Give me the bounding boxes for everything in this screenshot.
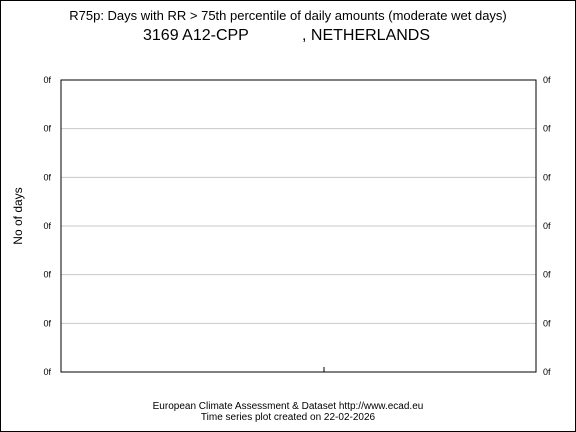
y-tick-label-right: 0f [543,270,551,280]
y-tick-label-right: 0f [543,172,551,182]
chart-title: R75p: Days with RR > 75th percentile of … [69,8,507,23]
y-tick-label-right: 0f [543,75,551,85]
y-tick-label-right: 0f [543,318,551,328]
y-tick-label-left: 0f [43,270,51,280]
footer-date: Time series plot created on 22-02-2026 [200,412,376,423]
y-tick-label-left: 0f [43,124,51,134]
footer-credit: European Climate Assessment & Dataset ht… [152,401,424,412]
y-tick-label-left: 0f [43,75,51,85]
y-tick-label-right: 0f [543,221,551,231]
country-label: , NETHERLANDS [302,27,431,44]
tick-labels: 0f 0f 0f 0f 0f 0f 0f 0f 0f 0f 0f 0f 0f 0f [43,75,551,377]
y-tick-label-left: 0f [43,172,51,182]
y-tick-label-left: 0f [43,367,51,377]
station-label: 3169 A12-CPP [143,27,249,44]
y-tick-label-left: 0f [43,318,51,328]
plot-area [60,79,537,373]
y-tick-label-right: 0f [543,124,551,134]
grid-lines [61,128,536,324]
y-tick-label-left: 0f [43,221,51,231]
y-tick-label-right: 0f [543,367,551,377]
